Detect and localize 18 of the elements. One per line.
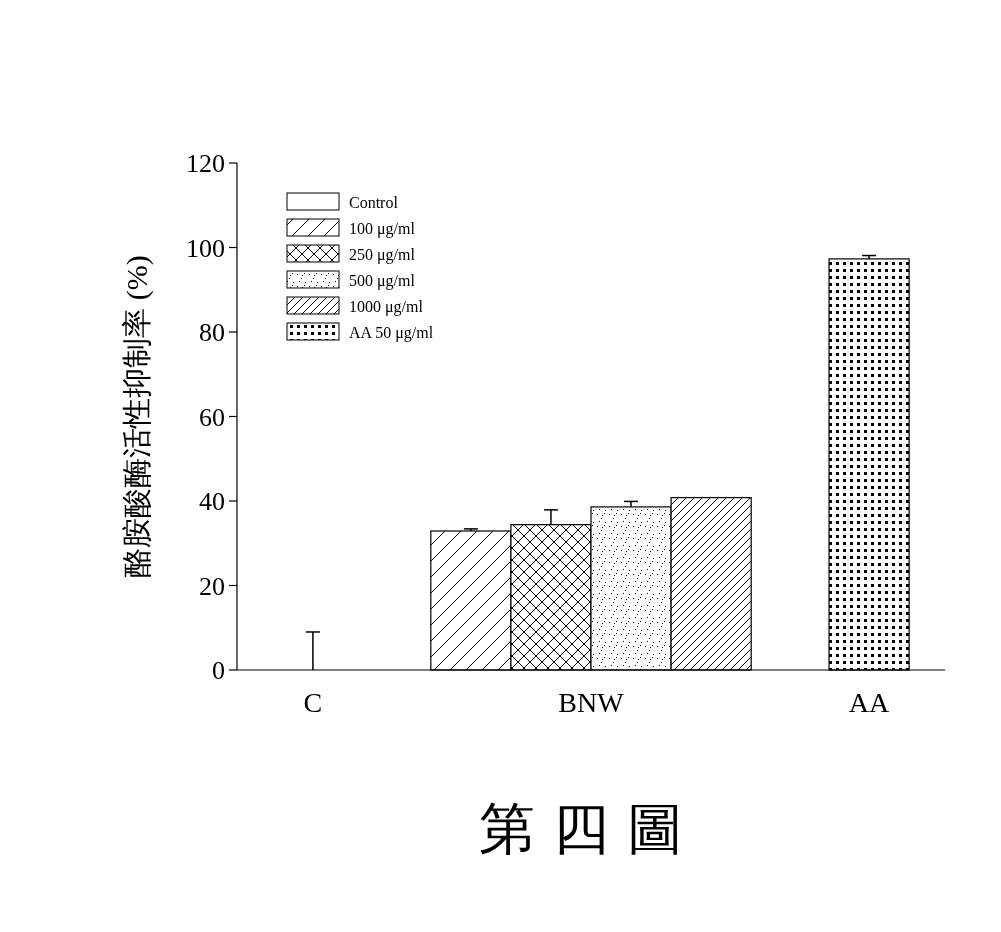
y-tick-label: 0 xyxy=(212,656,225,686)
y-tick-label: 40 xyxy=(199,487,225,517)
x-tick-label: BNW xyxy=(558,687,625,718)
legend-label: AA 50 μg/ml xyxy=(349,323,434,342)
y-tick-label: 120 xyxy=(186,149,225,179)
x-tick-label: AA xyxy=(848,687,891,718)
legend-label: Control xyxy=(349,193,399,211)
text: 第 四 圖 xyxy=(479,796,683,861)
y-tick-label: 100 xyxy=(186,233,225,263)
y-tick-label: 80 xyxy=(199,318,225,348)
x-tick-label: C xyxy=(303,687,323,718)
y-axis-title: 酪胺酸酶活性抑制率 (%) xyxy=(120,255,154,578)
y-tick-label: 60 xyxy=(199,402,225,432)
legend-label: 100 μg/ml xyxy=(349,219,416,238)
legend-label: 1000 μg/ml xyxy=(349,297,424,316)
y-tick-label: 20 xyxy=(199,571,225,601)
legend-label: 500 μg/ml xyxy=(349,271,416,290)
legend-label: 250 μg/ml xyxy=(349,245,416,264)
